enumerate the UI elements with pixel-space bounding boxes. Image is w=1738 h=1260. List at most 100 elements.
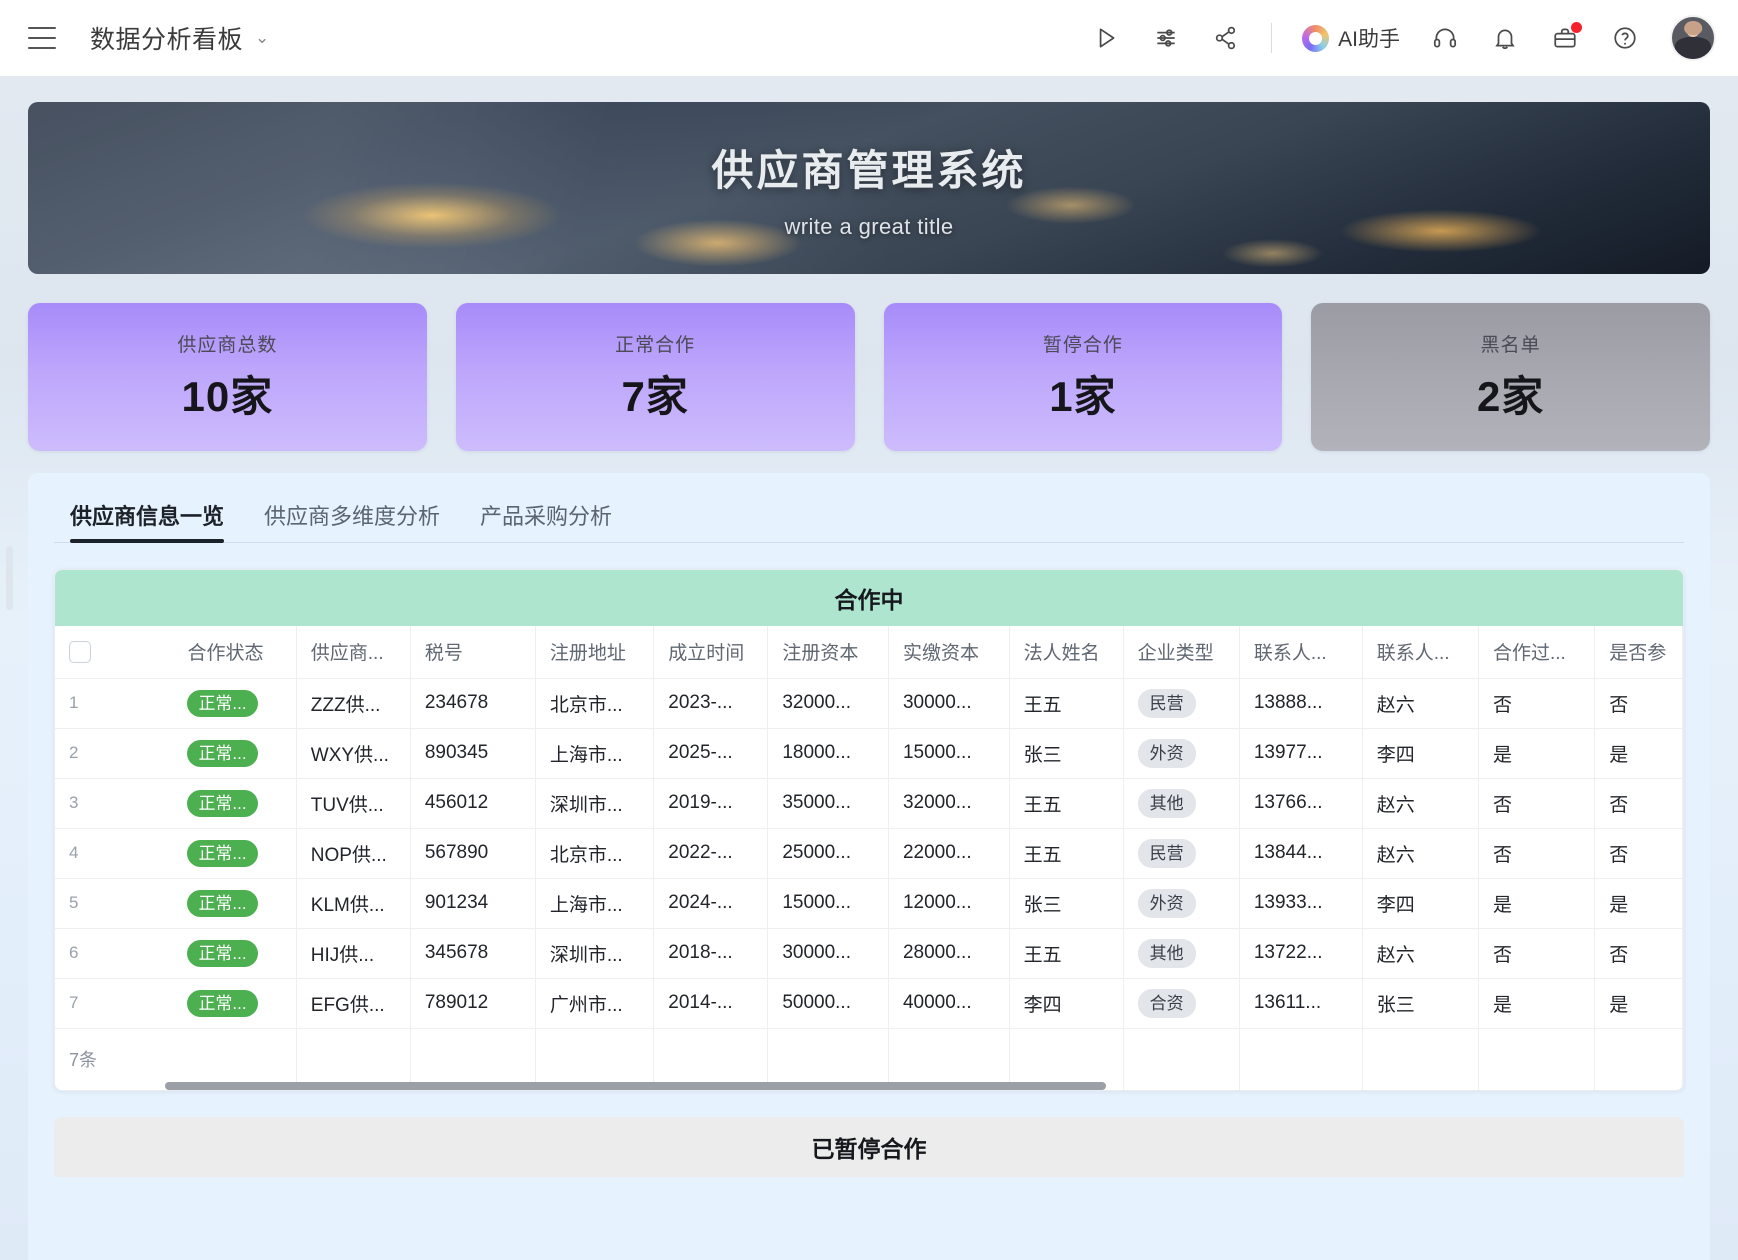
footer-cell [296, 1028, 411, 1090]
table-row[interactable]: 3 正常... TUV供... 456012 深圳市... 2019-... 3… [55, 778, 1683, 829]
kpi-card-total-suppliers[interactable]: 供应商总数 10家 [28, 303, 427, 451]
col-header-registered-capital[interactable]: 注册资本 [767, 626, 889, 679]
type-badge: 其他 [1137, 938, 1196, 968]
footer-cell [1362, 1028, 1479, 1090]
footer-cell [1478, 1028, 1596, 1090]
left-scroll-handle[interactable] [6, 546, 13, 610]
cell-paid-in-capital: 40000... [888, 978, 1010, 1029]
kpi-label: 黑名单 [1480, 335, 1541, 356]
tab-product-purchase-analysis[interactable]: 产品采购分析 [480, 504, 613, 529]
cell-enterprise-type: 民营 [1123, 828, 1240, 879]
col-header-registered-address[interactable]: 注册地址 [535, 626, 655, 679]
cell-contact-name: 赵六 [1362, 828, 1479, 879]
cell-past-cooperation: 是 [1478, 978, 1596, 1029]
kpi-card-blacklist[interactable]: 黑名单 2家 [1311, 303, 1710, 451]
table-row[interactable]: 7 正常... EFG供... 789012 广州市... 2014-... 5… [55, 978, 1683, 1029]
cell-enterprise-type: 其他 [1123, 928, 1240, 979]
cell-enterprise-type: 外资 [1123, 878, 1240, 929]
cell-registered-address: 北京市... [535, 678, 655, 729]
cell-past-cooperation: 是 [1478, 728, 1596, 779]
col-header-tax-number[interactable]: 税号 [410, 626, 536, 679]
table-row[interactable]: 6 正常... HIJ供... 345678 深圳市... 2018-... 3… [55, 928, 1683, 979]
cell-paid-in-capital: 30000... [888, 678, 1010, 729]
select-all-header[interactable] [55, 626, 174, 679]
footer-cell [535, 1028, 655, 1090]
horizontal-scrollbar-track[interactable] [165, 1082, 1683, 1090]
cell-participation: 是 [1594, 878, 1683, 929]
tab-divider [54, 542, 1684, 543]
row-index: 4 [55, 828, 174, 879]
select-all-checkbox[interactable] [69, 640, 91, 663]
kpi-card-normal-cooperation[interactable]: 正常合作 7家 [455, 303, 855, 451]
table-row[interactable]: 4 正常... NOP供... 567890 北京市... 2022-... 2… [55, 828, 1683, 879]
tab-bar: 供应商信息一览 供应商多维度分析 产品采购分析 [54, 499, 1684, 543]
cell-status: 正常... [173, 978, 297, 1029]
tab-supplier-overview[interactable]: 供应商信息一览 [70, 499, 225, 543]
col-header-past-cooperation[interactable]: 合作过... [1478, 626, 1596, 679]
col-header-supplier-name[interactable]: 供应商... [296, 626, 411, 679]
table-row[interactable]: 2 正常... WXY供... 890345 上海市... 2025-... 1… [55, 728, 1683, 779]
cell-registered-address: 北京市... [535, 828, 655, 879]
ai-assistant-button[interactable]: AI助手 [1302, 23, 1400, 53]
table-row[interactable]: 1 正常... ZZZ供... 234678 北京市... 2023-... 3… [55, 678, 1683, 729]
content-panel: 供应商信息一览 供应商多维度分析 产品采购分析 合作中 [28, 473, 1710, 1260]
cell-contact-phone: 13933... [1239, 878, 1363, 929]
hamburger-icon[interactable] [28, 27, 56, 49]
cell-contact-name: 李四 [1362, 878, 1479, 929]
ai-assistant-label: AI助手 [1338, 28, 1400, 51]
briefcase-icon[interactable] [1550, 22, 1582, 53]
footer-cell [888, 1028, 1010, 1090]
type-badge: 其他 [1137, 788, 1196, 818]
status-badge: 正常... [187, 839, 258, 867]
cell-legal-person: 王五 [1009, 928, 1124, 979]
cell-registered-capital: 25000... [767, 828, 889, 879]
cell-founded-date: 2025-... [653, 728, 769, 779]
kpi-label: 供应商总数 [177, 335, 278, 356]
cell-status: 正常... [173, 678, 297, 729]
chevron-down-icon[interactable]: ⌄ [255, 28, 270, 47]
footer-cell [1239, 1028, 1363, 1090]
cell-paid-in-capital: 28000... [888, 928, 1010, 979]
cell-contact-phone: 13977... [1239, 728, 1363, 779]
cell-enterprise-type: 其他 [1123, 778, 1240, 829]
cell-founded-date: 2023-... [653, 678, 769, 729]
status-badge: 正常... [187, 739, 258, 767]
cell-legal-person: 王五 [1009, 828, 1124, 879]
kpi-label: 正常合作 [615, 335, 696, 356]
cell-contact-name: 赵六 [1362, 678, 1479, 729]
type-badge: 外资 [1137, 738, 1196, 768]
bell-icon[interactable] [1490, 23, 1520, 53]
cell-past-cooperation: 否 [1478, 928, 1596, 979]
kpi-value: 10家 [181, 373, 274, 420]
cell-tax-number: 901234 [410, 878, 536, 929]
footer-cell [1123, 1028, 1240, 1090]
col-header-contact-name[interactable]: 联系人... [1362, 626, 1479, 679]
col-header-contact-phone[interactable]: 联系人... [1239, 626, 1363, 679]
headset-icon[interactable] [1430, 23, 1460, 53]
col-header-paid-in-capital[interactable]: 实缴资本 [888, 626, 1010, 679]
cell-registered-capital: 18000... [767, 728, 889, 779]
sliders-icon[interactable] [1151, 23, 1181, 53]
col-header-legal-person[interactable]: 法人姓名 [1009, 626, 1124, 679]
type-badge: 合资 [1137, 988, 1196, 1018]
col-header-participation[interactable]: 是否参 [1594, 626, 1683, 679]
cell-tax-number: 234678 [410, 678, 536, 729]
hero-title: 供应商管理系统 [711, 146, 1027, 194]
play-icon[interactable] [1091, 23, 1121, 53]
tab-supplier-multidim-analysis[interactable]: 供应商多维度分析 [264, 504, 441, 529]
share-icon[interactable] [1211, 23, 1241, 53]
cell-past-cooperation: 是 [1478, 878, 1596, 929]
status-badge: 正常... [187, 789, 258, 817]
col-header-founded-date[interactable]: 成立时间 [653, 626, 769, 679]
help-icon[interactable] [1610, 23, 1640, 53]
kpi-card-suspended-cooperation[interactable]: 暂停合作 1家 [883, 303, 1283, 451]
cell-contact-name: 赵六 [1362, 928, 1479, 979]
col-header-status[interactable]: 合作状态 [173, 626, 297, 679]
avatar[interactable] [1670, 15, 1716, 61]
footer-cell [173, 1028, 297, 1090]
cell-status: 正常... [173, 728, 297, 779]
table-row[interactable]: 5 正常... KLM供... 901234 上海市... 2024-... 1… [55, 878, 1683, 929]
horizontal-scrollbar-thumb[interactable] [165, 1082, 1107, 1090]
col-header-enterprise-type[interactable]: 企业类型 [1123, 626, 1240, 679]
cell-contact-name: 李四 [1362, 728, 1479, 779]
